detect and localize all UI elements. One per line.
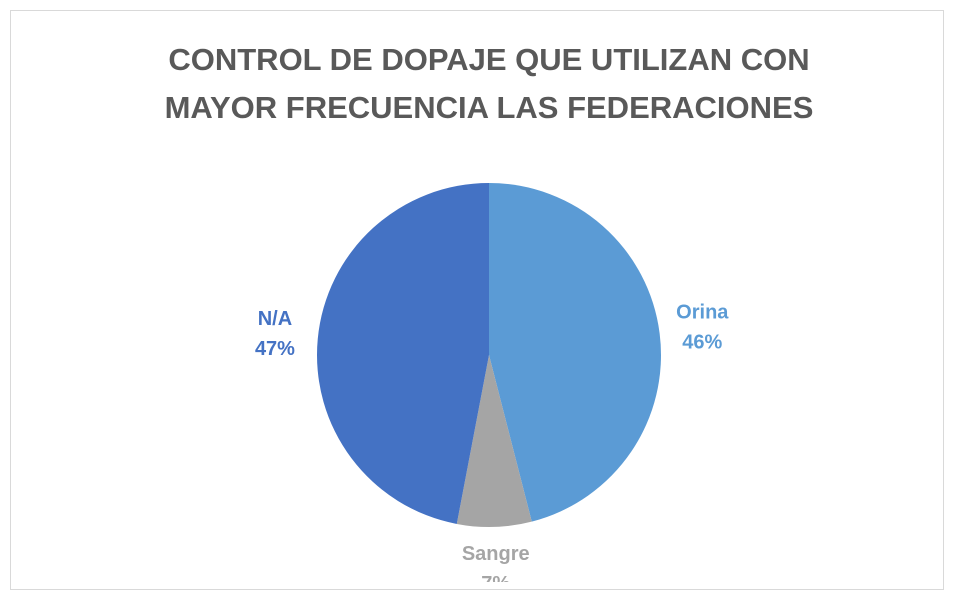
slice-value-label: 46% [682,331,722,353]
slice-value-label: 47% [255,338,295,360]
slice-category-label: Orina [676,301,729,323]
slice-category-label: Sangre [462,543,530,565]
slice-category-label: N/A [258,308,292,330]
pie-slice [456,355,532,527]
chart-title: CONTROL DE DOPAJE QUE UTILIZAN CON MAYOR… [164,42,814,125]
pie-slice [489,183,662,522]
pie-slice [316,183,489,524]
slice-value-label: 7% [481,573,510,582]
